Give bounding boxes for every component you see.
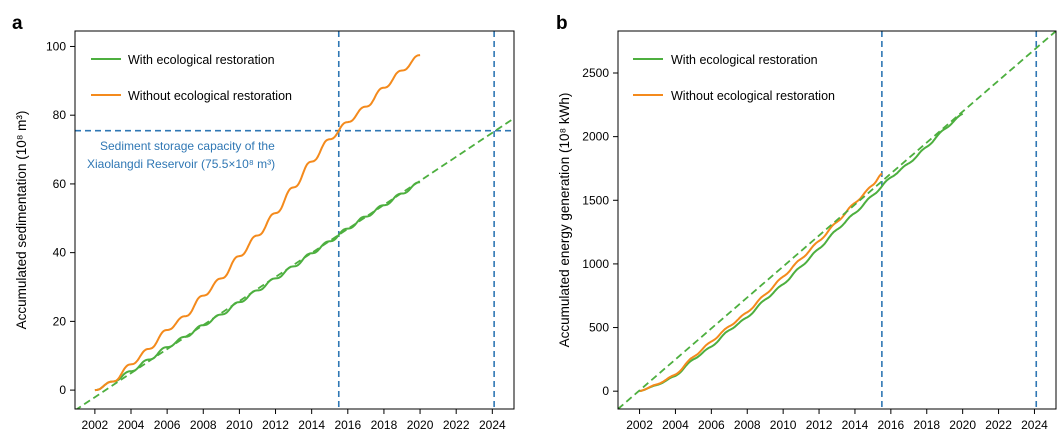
y-tick-label: 20 [53, 314, 67, 328]
panel-a-legend: With ecological restoration Without ecol… [91, 53, 292, 103]
panel-a-y-axis: 0 20 40 60 80 100 [46, 39, 75, 397]
y-tick-label: 0 [59, 383, 66, 397]
y-tick-label: 80 [53, 108, 67, 122]
panel-b-legend: With ecological restoration Without ecol… [633, 53, 835, 103]
x-tick-label: 2020 [949, 418, 976, 432]
x-tick-label: 2012 [262, 418, 289, 432]
x-tick-label: 2016 [334, 418, 361, 432]
x-tick-label: 2008 [190, 418, 217, 432]
x-tick-label: 2024 [1021, 418, 1048, 432]
y-tick-label: 2500 [582, 66, 609, 80]
panel-b-y-axis-label: Accumulated energy generation (10⁸ kWh) [557, 93, 572, 348]
x-tick-label: 2014 [298, 418, 325, 432]
series-line-without-restoration [639, 172, 883, 393]
x-tick-label: 2002 [82, 418, 109, 432]
x-tick-label: 2004 [118, 418, 145, 432]
panel-a: a 2002 2004 2006 2008 2010 2012 2014 2016 2018 20… [12, 13, 515, 432]
y-tick-label: 500 [589, 321, 609, 335]
panel-b-label: b [556, 13, 568, 34]
x-tick-label: 2006 [154, 418, 181, 432]
legend-label-without-restoration: Without ecological restoration [128, 89, 292, 103]
y-tick-label: 1000 [582, 257, 609, 271]
panel-a-label: a [12, 13, 23, 34]
panel-a-series [75, 54, 514, 409]
panel-a-plot-frame [74, 30, 515, 410]
x-tick-label: 2006 [698, 418, 725, 432]
storage-capacity-annotation-line2: Xiaolangdi Reservoir (75.5×10⁸ m³) [87, 157, 275, 171]
panel-b: b 2002 2004 2006 2008 2010 2012 2014 2016 2018 20… [556, 13, 1057, 432]
panel-b-plot-frame [617, 30, 1057, 410]
x-tick-label: 2012 [806, 418, 833, 432]
panel-a-y-axis-label: Accumulated sedimentation (10⁸ m³) [14, 111, 29, 330]
series-line-without-restoration [94, 54, 421, 392]
x-tick-label: 2022 [443, 418, 470, 432]
y-tick-label: 60 [53, 177, 67, 191]
x-tick-label: 2022 [985, 418, 1012, 432]
panel-b-y-axis: 0 500 1000 1500 2000 2500 [582, 66, 618, 398]
x-tick-label: 2010 [770, 418, 797, 432]
legend-label-without-restoration: Without ecological restoration [671, 89, 835, 103]
x-tick-label: 2016 [878, 418, 905, 432]
x-tick-label: 2002 [626, 418, 653, 432]
trend-line-dashed [618, 31, 1056, 409]
x-tick-label: 2008 [734, 418, 761, 432]
y-tick-label: 2000 [582, 130, 609, 144]
panel-b-x-axis: 2002 2004 2006 2008 2010 2012 2014 2016 2018 2020… [626, 409, 1048, 432]
x-tick-label: 2024 [479, 418, 506, 432]
panel-a-reference-lines [75, 31, 514, 409]
series-line-with-restoration [94, 181, 421, 392]
legend-label-with-restoration: With ecological restoration [128, 53, 275, 67]
y-tick-label: 40 [53, 246, 67, 260]
legend-label-with-restoration: With ecological restoration [671, 53, 818, 67]
panel-a-x-axis: 2002 2004 2006 2008 2010 2012 2014 2016 2018 2020… [82, 409, 506, 432]
y-tick-label: 100 [46, 39, 66, 53]
x-tick-label: 2010 [226, 418, 253, 432]
y-tick-label: 1500 [582, 193, 609, 207]
storage-capacity-annotation-line1: Sediment storage capacity of the [100, 139, 275, 153]
x-tick-label: 2018 [913, 418, 940, 432]
x-tick-label: 2018 [371, 418, 398, 432]
series-line-with-restoration [639, 112, 964, 393]
x-tick-label: 2020 [407, 418, 434, 432]
y-tick-label: 0 [602, 384, 609, 398]
panel-b-reference-lines [881, 31, 1038, 409]
x-tick-label: 2014 [842, 418, 869, 432]
panel-b-series [618, 31, 1056, 409]
x-tick-label: 2004 [662, 418, 689, 432]
